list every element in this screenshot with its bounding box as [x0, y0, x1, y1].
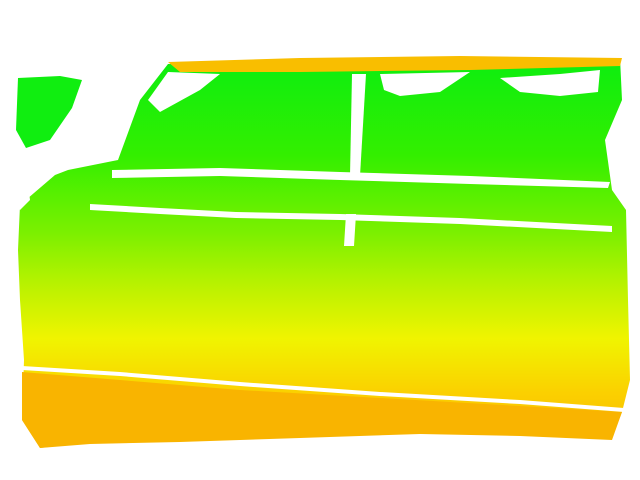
gap-horizontal-1	[112, 168, 610, 188]
gap-window-right	[380, 72, 470, 96]
top-strip	[168, 56, 622, 72]
gap-lines	[12, 70, 624, 412]
gap-vertical-window	[350, 74, 366, 176]
gap-window-left	[148, 72, 220, 112]
bottom-band	[22, 372, 622, 448]
gap-window-right-end	[500, 70, 600, 96]
gap-left-edge	[12, 150, 30, 210]
depth-fragment-upper-left	[16, 76, 82, 148]
gap-vertical-mid	[344, 214, 356, 246]
depth-surface	[18, 58, 630, 448]
gap-bottom-line	[22, 366, 624, 412]
